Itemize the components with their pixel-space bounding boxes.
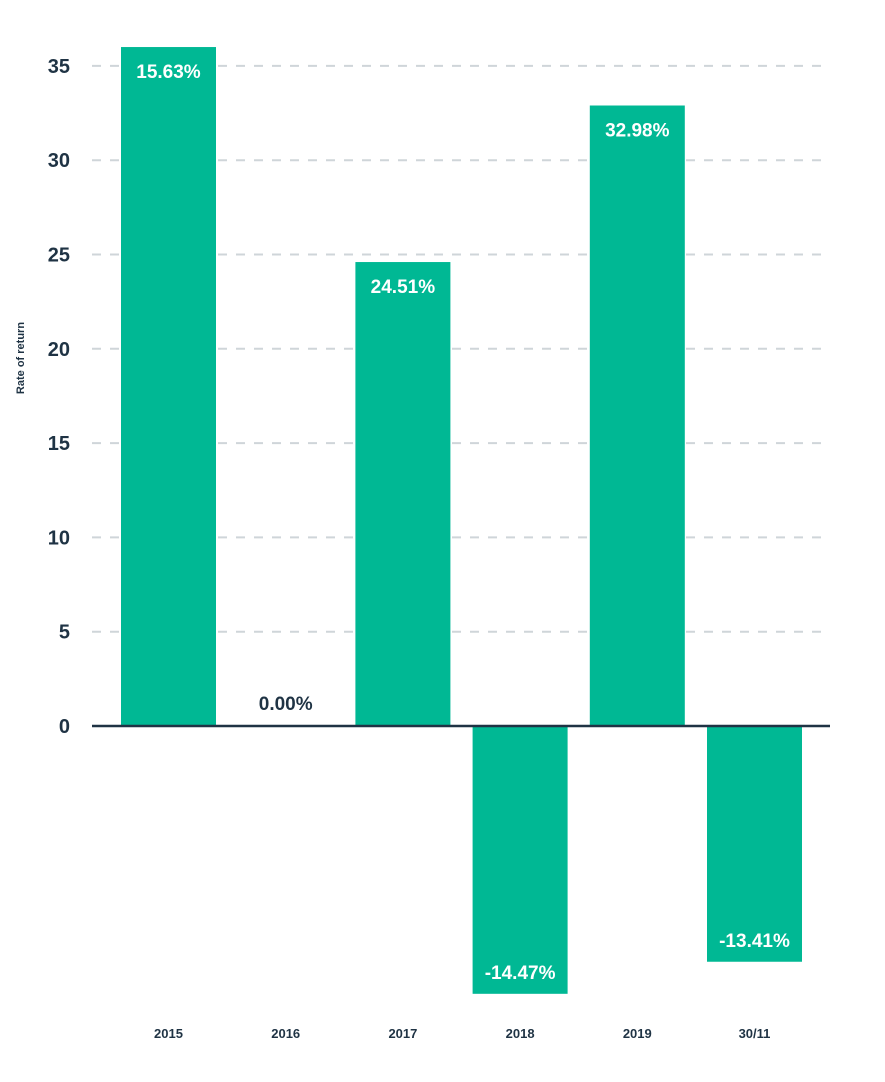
x-tick-label-2018: 2018 bbox=[506, 1026, 535, 1041]
bar-2015 bbox=[121, 47, 216, 727]
y-tick-label-30: 30 bbox=[48, 150, 70, 172]
x-tick-label-2015: 2015 bbox=[154, 1026, 183, 1041]
labels: 0 5 10 15 20 25 30 35 15.63% 2015 0.00% 2016 24.51% 2… bbox=[48, 56, 790, 1041]
grid bbox=[92, 64, 830, 633]
data-label-2015: 15.63% bbox=[136, 62, 201, 83]
x-tick-label-2016: 2016 bbox=[271, 1026, 300, 1041]
bar-2019 bbox=[589, 105, 685, 727]
y-tick-label-10: 10 bbox=[48, 527, 70, 549]
data-label-2017: 24.51% bbox=[371, 277, 436, 298]
bar-30-11 bbox=[707, 726, 802, 962]
x-tick-label-30-11: 30/11 bbox=[739, 1026, 771, 1041]
bar-2017 bbox=[355, 262, 451, 726]
y-tick-label-20: 20 bbox=[48, 339, 70, 361]
data-label-2018: -14.47% bbox=[485, 963, 556, 984]
y-axis-label: Rate of return bbox=[15, 322, 27, 394]
y-tick-label-5: 5 bbox=[59, 622, 70, 644]
y-tick-label-25: 25 bbox=[48, 245, 70, 267]
x-tick-label-2017: 2017 bbox=[388, 1026, 417, 1041]
data-label-2019: 32.98% bbox=[605, 121, 670, 142]
y-tick-label-0: 0 bbox=[59, 716, 70, 738]
data-label-2016: 0.00% bbox=[259, 694, 313, 715]
y-tick-label-15: 15 bbox=[48, 433, 70, 455]
y-tick-label-35: 35 bbox=[48, 56, 70, 78]
bars bbox=[121, 47, 802, 994]
bar-2018 bbox=[472, 726, 568, 994]
x-tick-label-2019: 2019 bbox=[623, 1026, 652, 1041]
data-label-30-11: -13.41% bbox=[719, 931, 790, 952]
